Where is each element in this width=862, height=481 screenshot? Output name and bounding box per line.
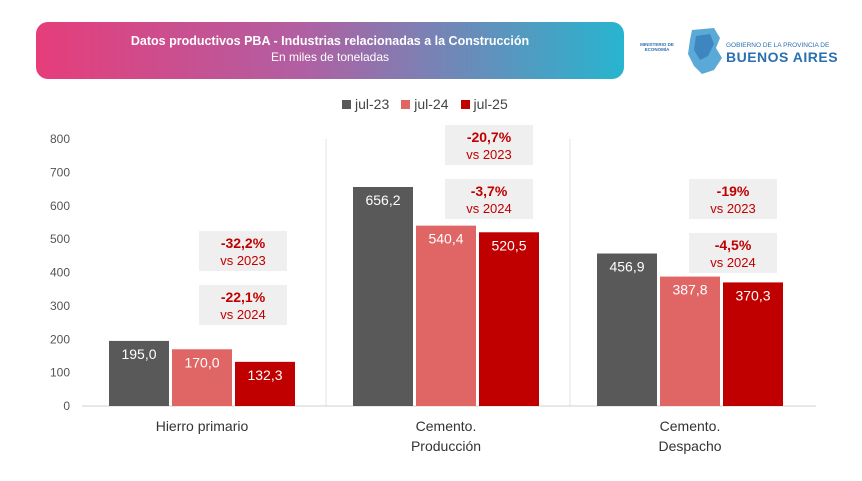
y-tick-label: 800 (50, 132, 70, 146)
bar-value-label: 132,3 (247, 367, 282, 383)
bar-value-label: 540,4 (428, 231, 463, 247)
y-tick-label: 400 (50, 266, 70, 280)
bar-value-label: 656,2 (365, 192, 400, 208)
title-banner: Datos productivos PBA - Industrias relac… (36, 22, 624, 79)
y-tick-label: 500 (50, 232, 70, 246)
category-label: Cemento. (416, 418, 477, 434)
annotation-reference: vs 2024 (466, 201, 512, 216)
annotation-reference: vs 2024 (220, 307, 266, 322)
legend-item-jul-25: jul-25 (460, 96, 508, 112)
y-tick-label: 0 (63, 399, 70, 413)
annotation-reference: vs 2024 (710, 255, 756, 270)
chart-subtitle: En miles de toneladas (270, 50, 390, 64)
annotation-change: -3,7% (471, 183, 508, 199)
bar-value-label: 456,9 (609, 259, 644, 275)
bar-jul-23 (353, 186, 413, 406)
legend-label: jul-25 (473, 96, 508, 112)
bar-jul-24 (660, 276, 720, 406)
bar-jul-25 (723, 282, 783, 406)
bar-value-label: 370,3 (735, 287, 770, 303)
bar-jul-25 (235, 361, 295, 406)
annotation-box (445, 179, 533, 219)
y-tick-label: 700 (50, 165, 70, 179)
annotation-box (445, 125, 533, 165)
legend-label: jul-23 (355, 96, 390, 112)
annotation-change: -19% (717, 183, 750, 199)
bar-value-label: 195,0 (121, 346, 156, 362)
province-label: BUENOS AIRES (726, 49, 839, 65)
legend-swatch (401, 99, 411, 109)
bar-jul-25 (479, 232, 539, 406)
y-tick-label: 600 (50, 199, 70, 213)
category-label: Despacho (658, 438, 721, 454)
annotation-reference: vs 2023 (710, 201, 756, 216)
government-label: GOBIERNO DE LA PROVINCIA DE (726, 42, 830, 49)
legend: jul-23 jul-24 jul-25 (342, 96, 508, 112)
annotation-change: -32,2% (221, 235, 266, 251)
legend-item-jul-23: jul-23 (342, 96, 389, 112)
category-label: Producción (411, 438, 481, 454)
chart-title: Datos productivos PBA - Industrias relac… (130, 34, 530, 48)
bar-value-label: 387,8 (672, 282, 707, 298)
annotation-box (689, 233, 777, 273)
legend-swatch (342, 99, 351, 109)
legend-item-jul-24: jul-24 (401, 96, 449, 112)
bar-jul-23 (597, 253, 657, 406)
bar-jul-24 (172, 349, 232, 406)
bar-value-label: 520,5 (491, 237, 526, 253)
category-label: Cemento. (660, 418, 721, 434)
bar-jul-24 (416, 225, 476, 406)
province-map-icon (688, 28, 722, 74)
legend-label: jul-24 (414, 96, 449, 112)
annotation-box (199, 231, 287, 271)
annotation-change: -22,1% (221, 289, 266, 305)
annotation-reference: vs 2023 (466, 147, 512, 162)
y-tick-label: 100 (50, 366, 70, 380)
annotation-box (199, 285, 287, 325)
government-logo: MINISTERIO DE ECONOMÍA GOBIERNO DE LA PR… (634, 22, 838, 82)
ministry-label: MINISTERIO DE ECONOMÍA (640, 42, 674, 52)
y-tick-label: 200 (50, 332, 70, 346)
annotation-box (689, 179, 777, 219)
bar-value-label: 170,0 (184, 354, 219, 370)
category-label: Hierro primario (156, 418, 249, 434)
annotation-reference: vs 2023 (220, 253, 266, 268)
legend-swatch (460, 99, 470, 109)
bar-jul-23 (109, 340, 169, 406)
y-tick-label: 300 (50, 299, 70, 313)
annotation-change: -4,5% (715, 237, 752, 253)
annotation-change: -20,7% (467, 129, 512, 145)
